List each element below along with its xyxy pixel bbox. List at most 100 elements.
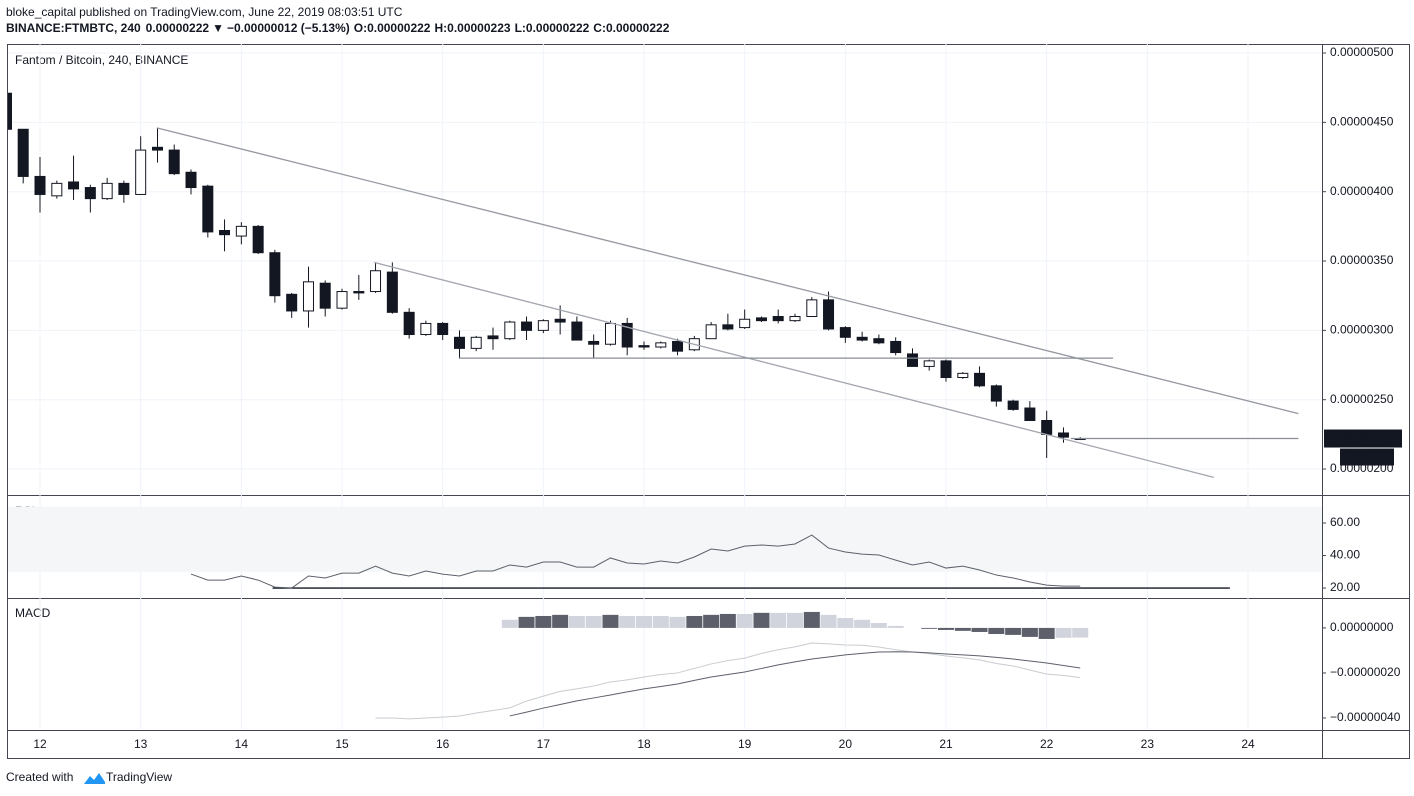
x-tick-label: 19 bbox=[738, 737, 752, 751]
candle-body bbox=[1024, 407, 1036, 422]
x-tick-label: 24 bbox=[1241, 737, 1255, 751]
header-text: BINANCE:FTMBTC, 240 bbox=[6, 21, 141, 35]
histogram-bar bbox=[938, 627, 955, 630]
histogram-bar bbox=[887, 625, 904, 628]
candle-body bbox=[168, 149, 180, 175]
candle-body bbox=[705, 324, 717, 340]
candle-body bbox=[604, 322, 616, 345]
header-text: 0.00000222 bbox=[606, 21, 670, 35]
candle-body bbox=[219, 230, 231, 236]
candle-body bbox=[873, 338, 885, 344]
countdown-label: 03:56:11 bbox=[1345, 450, 1391, 464]
candle-body bbox=[923, 360, 935, 367]
histogram-bar bbox=[669, 616, 686, 628]
trend-line bbox=[156, 127, 1299, 415]
plot-area bbox=[8, 506, 1322, 589]
histogram-bar bbox=[854, 619, 871, 628]
candle-body bbox=[940, 360, 952, 379]
candle-body bbox=[588, 340, 600, 345]
y-tick-label: 40.00 bbox=[1330, 548, 1360, 562]
histogram-bar bbox=[954, 627, 971, 631]
histogram-bar bbox=[636, 615, 653, 628]
candle-body bbox=[17, 128, 29, 177]
candle-body bbox=[470, 336, 482, 349]
header-text: L: bbox=[515, 21, 526, 35]
macd-line bbox=[375, 642, 1081, 720]
histogram-bar bbox=[921, 627, 938, 629]
candle-body bbox=[286, 293, 298, 312]
histogram-bar bbox=[602, 614, 619, 628]
plot-area bbox=[375, 611, 1089, 720]
candle-body bbox=[974, 372, 986, 387]
candle-body bbox=[537, 320, 549, 331]
header-text: −0.00000012 (−5.13%) bbox=[227, 21, 350, 35]
candle-body bbox=[84, 187, 96, 200]
histogram-bar bbox=[501, 619, 518, 628]
histogram-bar bbox=[518, 616, 535, 628]
header-text: H: bbox=[434, 21, 447, 35]
header-text: ▼ bbox=[212, 21, 224, 35]
histogram-bar bbox=[820, 614, 837, 628]
candle-body bbox=[990, 385, 1002, 402]
histogram-bar bbox=[619, 615, 636, 628]
plot-area bbox=[8, 92, 1086, 458]
candle-body bbox=[487, 335, 499, 340]
candle-body bbox=[571, 321, 583, 341]
candle-body bbox=[118, 182, 130, 195]
y-tick-label: 60.00 bbox=[1330, 515, 1360, 529]
x-tick-label: 20 bbox=[839, 737, 853, 751]
rsi-band bbox=[8, 506, 1322, 572]
candle-body bbox=[638, 345, 650, 348]
y-tick-label: 0.00000250 bbox=[1330, 392, 1394, 406]
header-text: published on TradingView.com, June 22, 2… bbox=[79, 5, 403, 19]
histogram-bar bbox=[803, 611, 820, 628]
candle-body bbox=[789, 315, 801, 322]
histogram-bar bbox=[736, 613, 753, 628]
y-tick-label: 0.00000400 bbox=[1330, 184, 1394, 198]
x-tick-label: 23 bbox=[1141, 737, 1155, 751]
histogram-bar bbox=[686, 615, 703, 628]
x-tick-label: 13 bbox=[134, 737, 148, 751]
last-price-badge bbox=[1324, 429, 1402, 448]
y-tick-label: −0.00000020 bbox=[1330, 665, 1401, 679]
candle-body bbox=[135, 149, 147, 195]
candle-body bbox=[521, 321, 533, 331]
x-tick-label: 14 bbox=[235, 737, 249, 751]
histogram-bar bbox=[1021, 627, 1038, 637]
candle-body bbox=[722, 324, 734, 330]
candle-body bbox=[772, 315, 784, 322]
candle-body bbox=[621, 322, 633, 348]
candle-body bbox=[806, 299, 818, 317]
x-tick-label: 15 bbox=[335, 737, 349, 751]
histogram-bar bbox=[552, 614, 569, 628]
candle-body bbox=[319, 282, 331, 309]
histogram-bar bbox=[1072, 627, 1089, 638]
histogram-bar bbox=[568, 615, 585, 628]
candle-body bbox=[269, 252, 281, 297]
candle-body bbox=[1007, 400, 1019, 410]
candle-body bbox=[34, 175, 46, 195]
candle-body bbox=[353, 291, 365, 294]
candle-body bbox=[68, 181, 80, 190]
histogram-bar bbox=[971, 627, 988, 632]
candle-body bbox=[386, 271, 398, 313]
candle-body bbox=[1041, 420, 1053, 435]
candle-body bbox=[403, 311, 415, 336]
header-text: bloke_capital bbox=[6, 5, 76, 19]
histogram-bar bbox=[585, 615, 602, 628]
candle-body bbox=[336, 291, 348, 309]
countdown-badge bbox=[1340, 448, 1394, 466]
x-tick-label: 17 bbox=[537, 737, 551, 751]
x-tick-label: 16 bbox=[436, 737, 450, 751]
histogram-bar bbox=[770, 612, 787, 628]
footer-brand: TradingView bbox=[106, 770, 172, 784]
rsi-line bbox=[190, 534, 1081, 589]
x-tick-label: 22 bbox=[1040, 737, 1054, 751]
candle-body bbox=[437, 322, 449, 336]
histogram-bar bbox=[1005, 627, 1022, 635]
x-tick-label: 18 bbox=[637, 737, 651, 751]
candle-body bbox=[823, 299, 835, 330]
y-tick-label: 20.00 bbox=[1330, 580, 1360, 594]
